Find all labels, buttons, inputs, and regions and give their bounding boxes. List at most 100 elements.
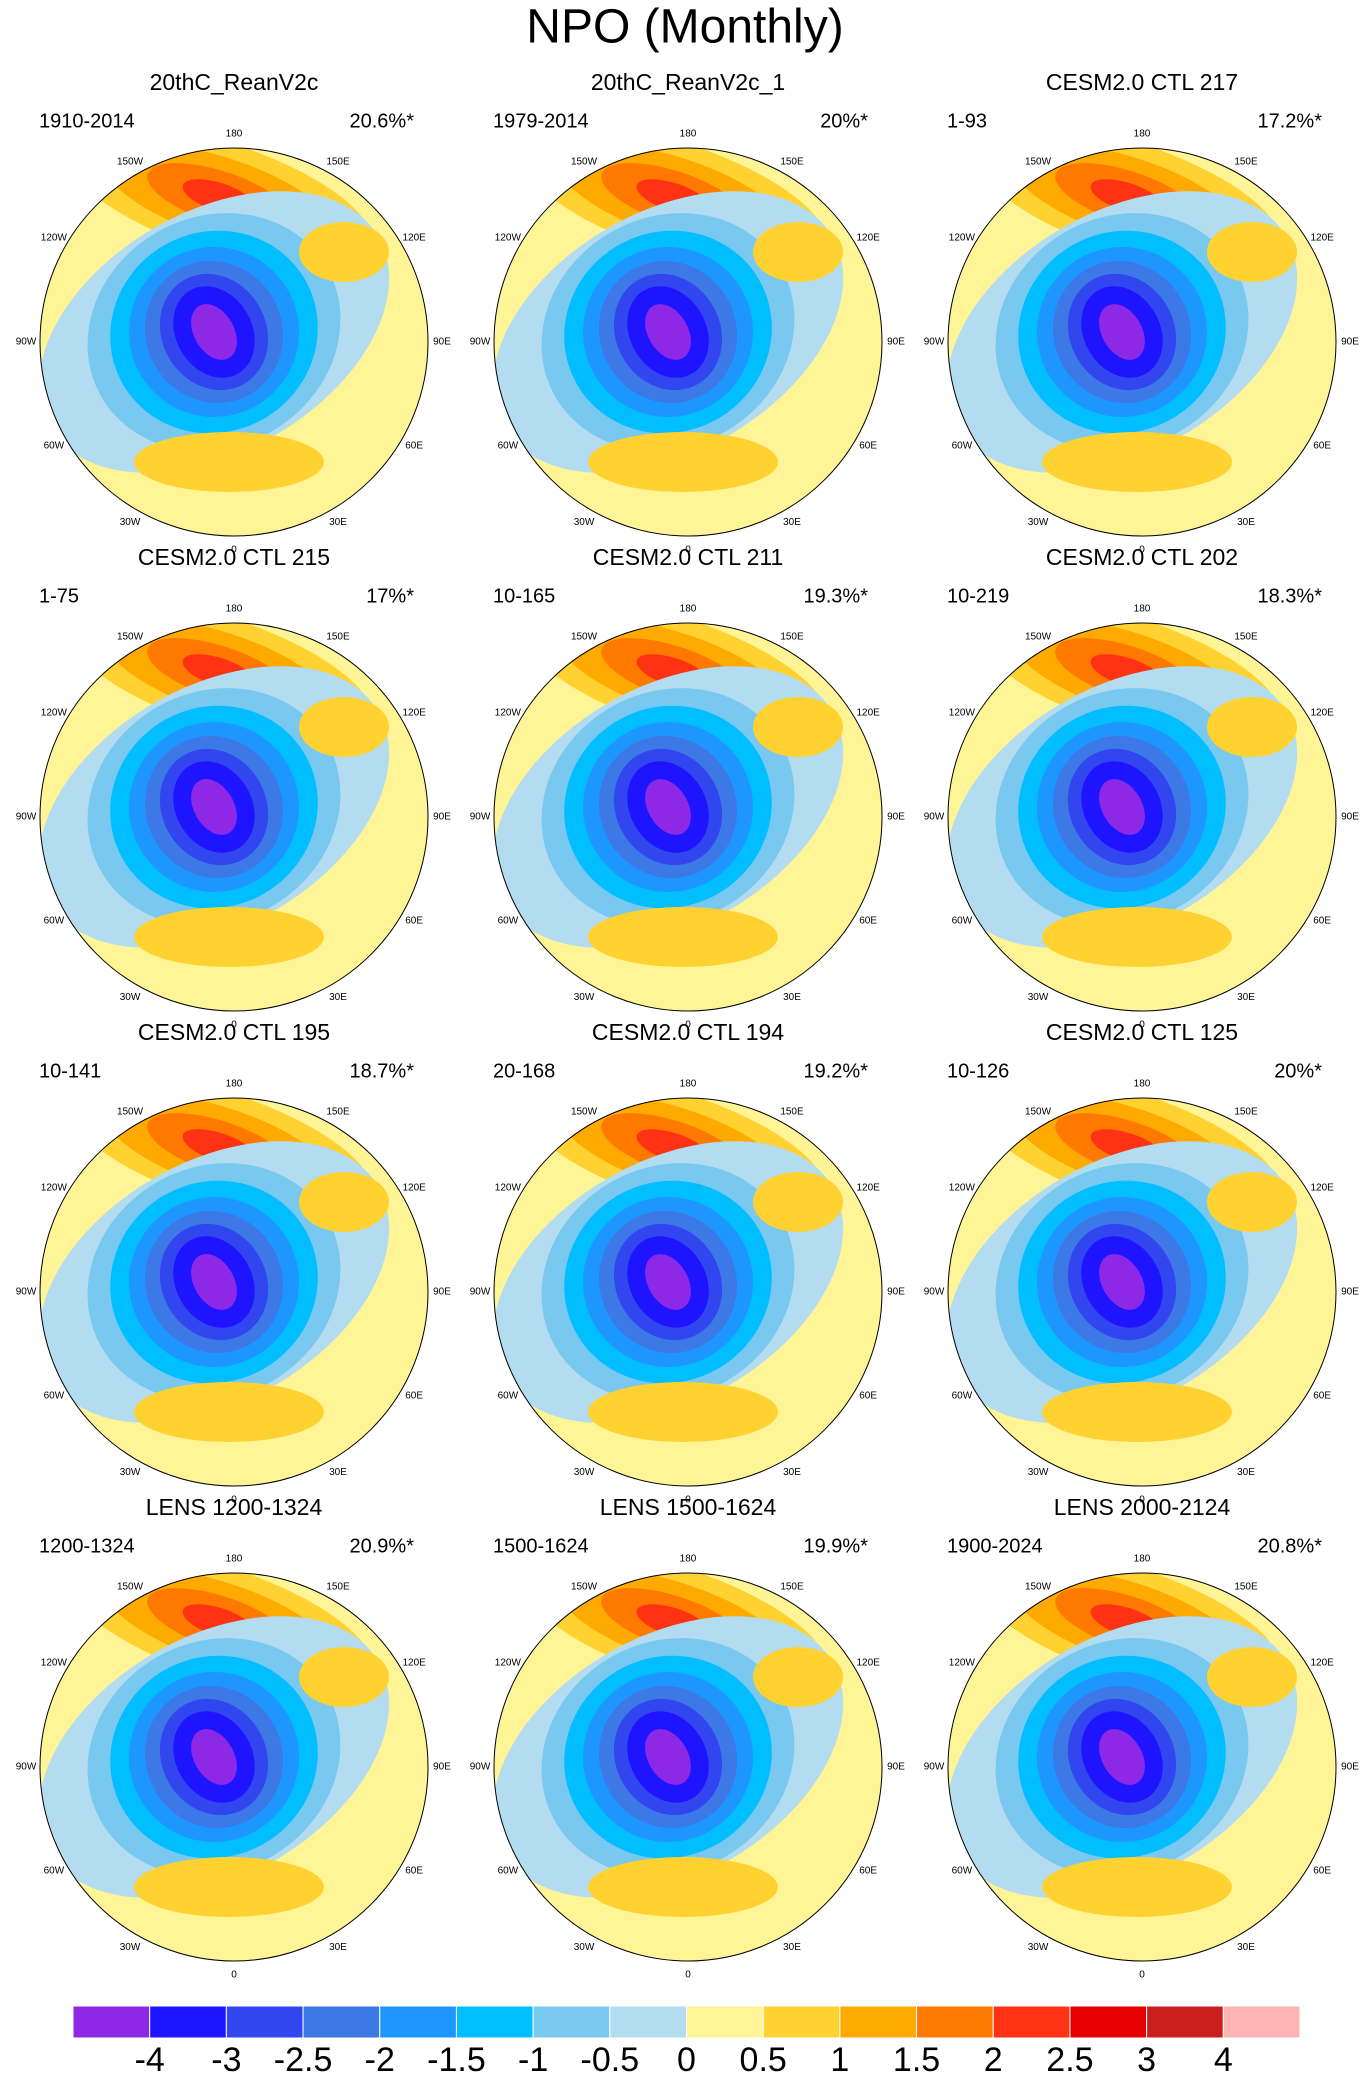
longitude-label: 90E: [887, 1762, 905, 1773]
colorbar-box: [916, 2005, 994, 2039]
positive-lobe: [299, 697, 389, 757]
longitude-label: 30E: [1237, 1942, 1255, 1953]
longitude-label: 0: [231, 545, 237, 556]
longitude-label: 60W: [44, 1391, 65, 1402]
negative-lobe: [645, 304, 691, 360]
longitude-label: 60W: [952, 441, 973, 452]
colorbar-box: [149, 2005, 227, 2039]
longitude-label: 60E: [1313, 1391, 1331, 1402]
longitude-label: 60E: [859, 441, 877, 452]
longitude-label: 30W: [120, 992, 141, 1003]
panel-title: 20thC_ReanV2c_1: [591, 69, 785, 95]
longitude-label: 90E: [433, 1287, 451, 1298]
longitude-label: 150W: [117, 1582, 144, 1593]
positive-lobe: [1042, 432, 1232, 492]
colorbar-label: -1: [518, 2041, 548, 2079]
longitude-label: 60E: [1313, 441, 1331, 452]
map-field: [494, 1098, 882, 1486]
longitude-label: 0: [685, 1970, 691, 1981]
longitude-label: 120E: [856, 1658, 880, 1669]
longitude-label: 120E: [402, 233, 426, 244]
longitude-label: 30W: [1028, 992, 1049, 1003]
longitude-label: 120E: [856, 1183, 880, 1194]
panel-period: 10-219: [947, 585, 1009, 607]
longitude-label: 150E: [1234, 1582, 1258, 1593]
panel-title: CESM2.0 CTL 217: [1046, 69, 1238, 95]
positive-lobe: [1207, 697, 1297, 757]
colorbar-label: 4: [1214, 2041, 1233, 2079]
negative-lobe: [645, 1729, 691, 1785]
longitude-label: 30W: [120, 1942, 141, 1953]
longitude-label: 90W: [470, 1762, 491, 1773]
longitude-label: 0: [685, 1020, 691, 1031]
negative-lobe: [1099, 304, 1145, 360]
longitude-label: 150W: [117, 157, 144, 168]
longitude-label: 30E: [783, 1467, 801, 1478]
longitude-label: 180: [1134, 604, 1151, 615]
longitude-label: 150E: [326, 1107, 350, 1118]
longitude-label: 0: [1139, 1495, 1145, 1506]
longitude-label: 150E: [326, 1582, 350, 1593]
panel-percent: 18.7%*: [350, 1060, 415, 1082]
colorbar-label: 0: [677, 2041, 696, 2079]
longitude-label: 30E: [783, 992, 801, 1003]
colorbar-label: 0.5: [740, 2041, 787, 2079]
panel-title: CESM2.0 CTL 215: [138, 544, 330, 570]
longitude-label: 120W: [949, 233, 976, 244]
longitude-label: 60W: [498, 1391, 519, 1402]
longitude-label: 60W: [44, 1866, 65, 1877]
longitude-label: 150E: [780, 1107, 804, 1118]
longitude-label: 30W: [574, 517, 595, 528]
colorbar-box: [762, 2005, 841, 2039]
colorbar-box: [686, 2005, 764, 2039]
longitude-label: 90E: [1341, 812, 1359, 823]
colorbar-box: [72, 2005, 151, 2039]
longitude-label: 60E: [1313, 916, 1331, 927]
longitude-label: 120E: [856, 708, 880, 719]
longitude-label: 150W: [117, 1107, 144, 1118]
colorbar-box: [1146, 2005, 1224, 2039]
longitude-label: 60E: [405, 1391, 423, 1402]
longitude-label: 120E: [1310, 233, 1334, 244]
longitude-label: 60W: [498, 1866, 519, 1877]
map-panel: LENS 1500-1624 1500-1624 19.9%* 180 150E 120E…: [470, 1494, 906, 1981]
longitude-label: 60E: [405, 441, 423, 452]
longitude-label: 30W: [574, 1942, 595, 1953]
longitude-label: 60W: [952, 1391, 973, 1402]
panel-percent: 20%*: [1274, 1060, 1322, 1082]
positive-lobe: [299, 1172, 389, 1232]
colorbar-box: [225, 2005, 304, 2039]
longitude-label: 90W: [924, 337, 945, 348]
longitude-label: 60W: [44, 441, 65, 452]
panel-percent: 19.9%*: [804, 1535, 869, 1557]
positive-lobe: [588, 432, 778, 492]
map-border: [39, 1097, 429, 1487]
map-field: [40, 1573, 428, 1961]
panel-period: 1979-2014: [493, 110, 589, 132]
longitude-label: 60E: [859, 1866, 877, 1877]
colorbar-label: -0.5: [581, 2041, 640, 2079]
longitude-label: 120W: [495, 233, 522, 244]
longitude-label: 120E: [402, 708, 426, 719]
longitude-label: 30E: [329, 517, 347, 528]
longitude-label: 90W: [470, 812, 491, 823]
longitude-label: 30E: [329, 1942, 347, 1953]
negative-lobe: [191, 779, 237, 835]
positive-lobe: [753, 1172, 843, 1232]
map-border: [493, 622, 883, 1012]
longitude-label: 120W: [949, 708, 976, 719]
colorbar-box: [839, 2005, 918, 2039]
longitude-label: 90W: [924, 812, 945, 823]
positive-lobe: [134, 1382, 324, 1442]
colorbar-label: 2: [984, 2041, 1003, 2079]
positive-lobe: [1207, 1172, 1297, 1232]
longitude-label: 150W: [1025, 1582, 1052, 1593]
longitude-label: 150W: [1025, 1107, 1052, 1118]
negative-lobe: [1099, 1729, 1145, 1785]
panel-title: CESM2.0 CTL 195: [138, 1019, 330, 1045]
map-panel: LENS 1200-1324 1200-1324 20.9%* 180 150E 120E…: [16, 1494, 452, 1981]
map-field: [494, 623, 882, 1011]
longitude-label: 30W: [120, 1467, 141, 1478]
longitude-label: 150W: [571, 157, 598, 168]
positive-lobe: [299, 222, 389, 282]
